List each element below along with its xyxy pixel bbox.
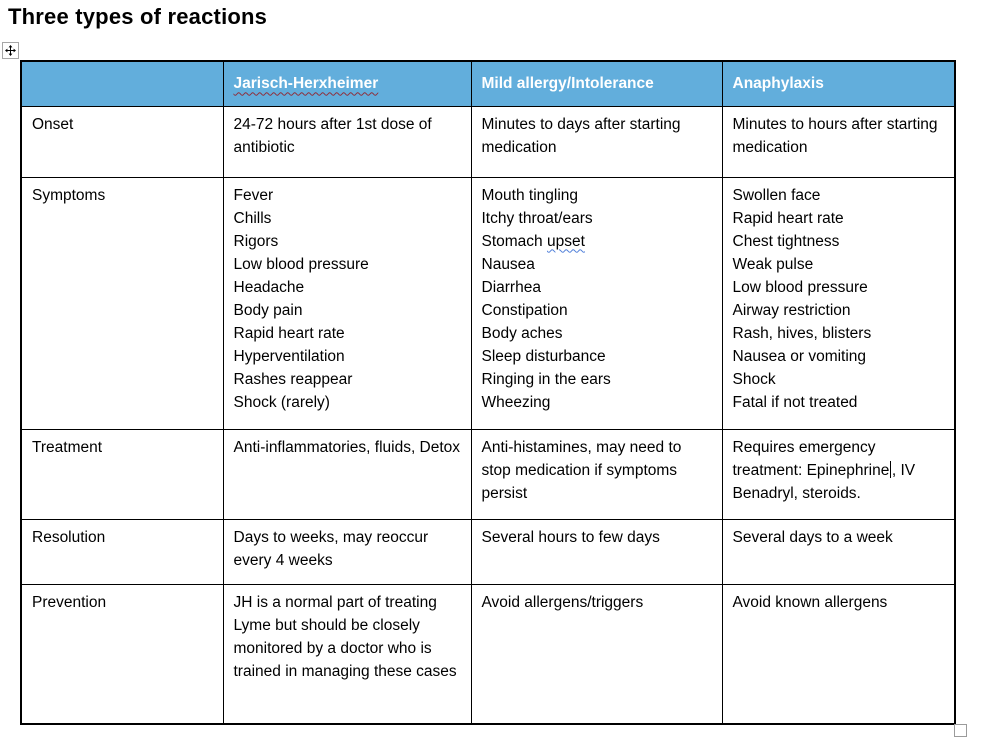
table-row-treatment: Treatment Anti-inflammatories, fluids, D… xyxy=(20,428,956,520)
text-cursor-caret xyxy=(889,460,892,478)
row-label: Resolution xyxy=(32,528,106,546)
cell-text: 24-72 hours after 1st dose of antibiotic xyxy=(233,115,432,156)
row-label: Onset xyxy=(32,115,74,133)
cell-prevention-label[interactable]: Prevention xyxy=(20,583,224,725)
cell-text: Avoid allergens/triggers xyxy=(481,593,644,611)
cell-text: Minutes to days after starting medicatio… xyxy=(481,115,681,156)
cell-resolution-mild[interactable]: Several hours to few days xyxy=(470,518,723,585)
cell-text: Avoid known allergens xyxy=(732,593,888,611)
table-row-resolution: Resolution Days to weeks, may reoccur ev… xyxy=(20,518,956,585)
cell-treatment-anaphylaxis[interactable]: Requires emergency treatment: Epinephrin… xyxy=(721,428,956,520)
cell-onset-mild[interactable]: Minutes to days after starting medicatio… xyxy=(470,105,723,178)
cell-onset-label[interactable]: Onset xyxy=(20,105,224,178)
word: Stomach xyxy=(481,232,543,250)
table-row-prevention: Prevention JH is a normal part of treati… xyxy=(20,583,956,725)
cell-text-line: Stomach upset xyxy=(482,230,712,253)
table-row-symptoms: Symptoms Fever Chills Rigors Low blood p… xyxy=(20,176,956,430)
document-title[interactable]: Three types of reactions xyxy=(8,4,268,29)
header-label-anaphylaxis: Anaphylaxis xyxy=(732,75,824,93)
cell-prevention-jarisch[interactable]: JH is a normal part of treating Lyme but… xyxy=(222,583,472,725)
header-cell-mild-allergy[interactable]: Mild allergy/Intolerance xyxy=(470,60,723,107)
cell-text: JH is a normal part of treating Lyme but… xyxy=(233,593,457,680)
cell-text: Fever Chills Rigors Low blood pressure H… xyxy=(233,186,369,411)
cell-resolution-jarisch[interactable]: Days to weeks, may reoccur every 4 weeks xyxy=(222,518,472,585)
cell-symptoms-jarisch[interactable]: Fever Chills Rigors Low blood pressure H… xyxy=(222,176,472,430)
header-cell-anaphylaxis[interactable]: Anaphylaxis xyxy=(721,60,956,107)
cell-text: Anti-inflammatories, fluids, Detox xyxy=(233,438,461,456)
cell-treatment-label[interactable]: Treatment xyxy=(20,428,224,520)
header-cell-blank[interactable] xyxy=(20,60,224,107)
table-resize-handle[interactable] xyxy=(954,724,967,737)
cell-symptoms-mild[interactable]: Mouth tingling Itchy throat/ears Stomach… xyxy=(470,176,723,430)
table-move-handle[interactable] xyxy=(2,42,19,59)
cell-symptoms-label[interactable]: Symptoms xyxy=(20,176,224,430)
cell-resolution-anaphylaxis[interactable]: Several days to a week xyxy=(721,518,956,585)
cell-treatment-jarisch[interactable]: Anti-inflammatories, fluids, Detox xyxy=(222,428,472,520)
row-label: Prevention xyxy=(32,593,107,611)
header-label-jarisch-herxheimer: Jarisch-Herxheimer xyxy=(233,75,379,93)
table-header-row: Jarisch-Herxheimer Mild allergy/Intolera… xyxy=(20,60,956,107)
cell-text: Days to weeks, may reoccur every 4 weeks xyxy=(233,528,429,569)
cell-text: Several hours to few days xyxy=(481,528,660,546)
cell-symptoms-anaphylaxis[interactable]: Swollen face Rapid heart rate Chest tigh… xyxy=(721,176,956,430)
cell-text: , IV Benadryl, steroids. xyxy=(732,461,916,502)
cell-prevention-mild[interactable]: Avoid allergens/triggers xyxy=(470,583,723,725)
cell-onset-jarisch[interactable]: 24-72 hours after 1st dose of antibiotic xyxy=(222,105,472,178)
cell-text: Minutes to hours after starting medicati… xyxy=(732,115,938,156)
cell-text: Mouth tingling Itchy throat/ears xyxy=(481,186,593,227)
move-arrows-icon xyxy=(5,45,16,56)
header-label-mild-allergy: Mild allergy/Intolerance xyxy=(481,75,654,93)
header-cell-jarisch-herxheimer[interactable]: Jarisch-Herxheimer xyxy=(222,60,472,107)
cell-resolution-label[interactable]: Resolution xyxy=(20,518,224,585)
cell-onset-anaphylaxis[interactable]: Minutes to hours after starting medicati… xyxy=(721,105,956,178)
reactions-table: Jarisch-Herxheimer Mild allergy/Intolera… xyxy=(20,60,956,725)
cell-text: Swollen face Rapid heart rate Chest tigh… xyxy=(732,186,872,411)
cell-treatment-mild[interactable]: Anti-histamines, may need to stop medica… xyxy=(470,428,723,520)
row-label: Symptoms xyxy=(32,186,106,204)
grammar-flagged-word: upset xyxy=(546,232,585,250)
row-label: Treatment xyxy=(32,438,103,456)
cell-text: Several days to a week xyxy=(732,528,893,546)
cell-prevention-anaphylaxis[interactable]: Avoid known allergens xyxy=(721,583,956,725)
cell-text: Anti-histamines, may need to stop medica… xyxy=(481,438,682,502)
cell-text: Nausea Diarrhea Constipation Body aches … xyxy=(481,255,611,411)
cell-text: Requires emergency treatment: Epinephrin… xyxy=(732,438,890,479)
table-row-onset: Onset 24-72 hours after 1st dose of anti… xyxy=(20,105,956,178)
